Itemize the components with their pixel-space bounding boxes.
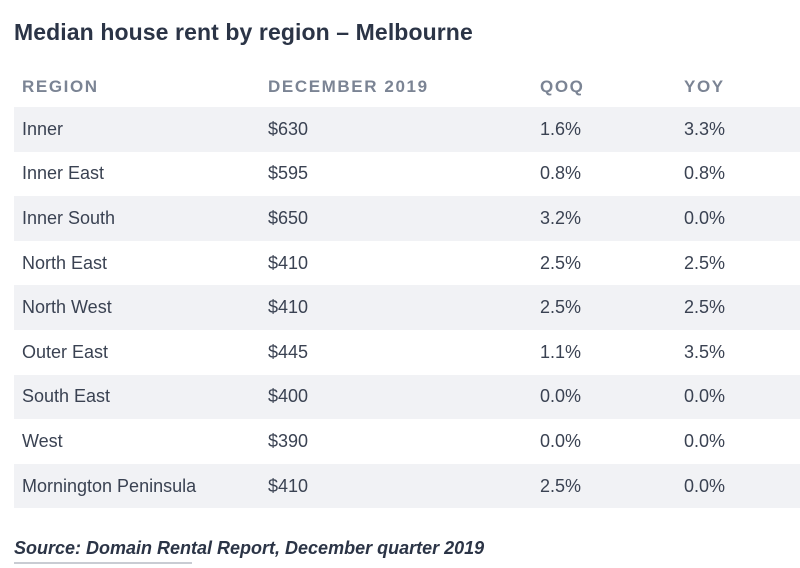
yoy-cell: 2.5% (684, 297, 726, 318)
region-cell: Inner South (22, 207, 116, 228)
yoy-cell: 0.0% (684, 430, 726, 451)
rent-table: REGION DECEMBER 2019 QOQ YOY Inner $630 … (14, 64, 800, 509)
yoy-cell: 2.5% (684, 252, 726, 273)
table-row: Mornington Peninsula $410 2.5% 0.0% (14, 463, 800, 509)
table-row: South East $400 0.0% 0.0% (14, 374, 800, 420)
region-cell: Inner East (22, 163, 105, 184)
rent-cell: $410 (268, 252, 309, 273)
table-row: West $390 0.0% 0.0% (14, 419, 800, 464)
qoq-cell: 0.0% (540, 430, 582, 451)
qoq-cell: 2.5% (540, 252, 582, 273)
rent-cell: $410 (268, 475, 309, 496)
qoq-cell: 2.5% (540, 297, 582, 318)
header-december-2019: DECEMBER 2019 (268, 76, 429, 96)
region-cell: Outer East (22, 341, 109, 362)
table-title: Median house rent by region – Melbourne (14, 19, 473, 45)
table-row: Inner East $595 0.8% 0.8% (14, 152, 800, 197)
rent-cell: $410 (268, 297, 309, 318)
source-underline (14, 562, 192, 564)
qoq-cell: 0.8% (540, 163, 582, 184)
header-yoy: YOY (684, 76, 725, 96)
yoy-cell: 0.0% (684, 475, 726, 496)
table-row: Inner $630 1.6% 3.3% (14, 107, 800, 152)
region-cell: North East (22, 252, 108, 273)
qoq-cell: 2.5% (540, 475, 582, 496)
qoq-cell: 1.1% (540, 341, 582, 362)
table-row: North West $410 2.5% 2.5% (14, 285, 800, 330)
yoy-cell: 3.5% (684, 341, 726, 362)
region-cell: Mornington Peninsula (22, 475, 197, 496)
rent-cell: $650 (268, 207, 309, 228)
table-row: Inner South $650 3.2% 0.0% (14, 196, 800, 241)
region-cell: West (22, 430, 63, 451)
region-cell: Inner (22, 118, 64, 139)
header-qoq: QOQ (540, 76, 585, 96)
table-header: REGION DECEMBER 2019 QOQ YOY (14, 64, 800, 107)
rent-cell: $630 (268, 118, 309, 139)
qoq-cell: 0.0% (540, 386, 582, 407)
qoq-cell: 3.2% (540, 207, 582, 228)
region-cell: South East (22, 386, 111, 407)
yoy-cell: 0.0% (684, 386, 726, 407)
table-row: Outer East $445 1.1% 3.5% (14, 330, 800, 375)
rent-cell: $390 (268, 430, 309, 451)
region-cell: North West (22, 297, 112, 318)
rent-cell: $400 (268, 386, 309, 407)
qoq-cell: 1.6% (540, 118, 582, 139)
yoy-cell: 0.0% (684, 207, 726, 228)
source-note: Source: Domain Rental Report, December q… (14, 538, 485, 558)
table-row: North East $410 2.5% 2.5% (14, 241, 800, 286)
rent-cell: $445 (268, 341, 309, 362)
yoy-cell: 0.8% (684, 163, 726, 184)
header-region: REGION (22, 76, 99, 96)
yoy-cell: 3.3% (684, 118, 726, 139)
rent-cell: $595 (268, 163, 309, 184)
